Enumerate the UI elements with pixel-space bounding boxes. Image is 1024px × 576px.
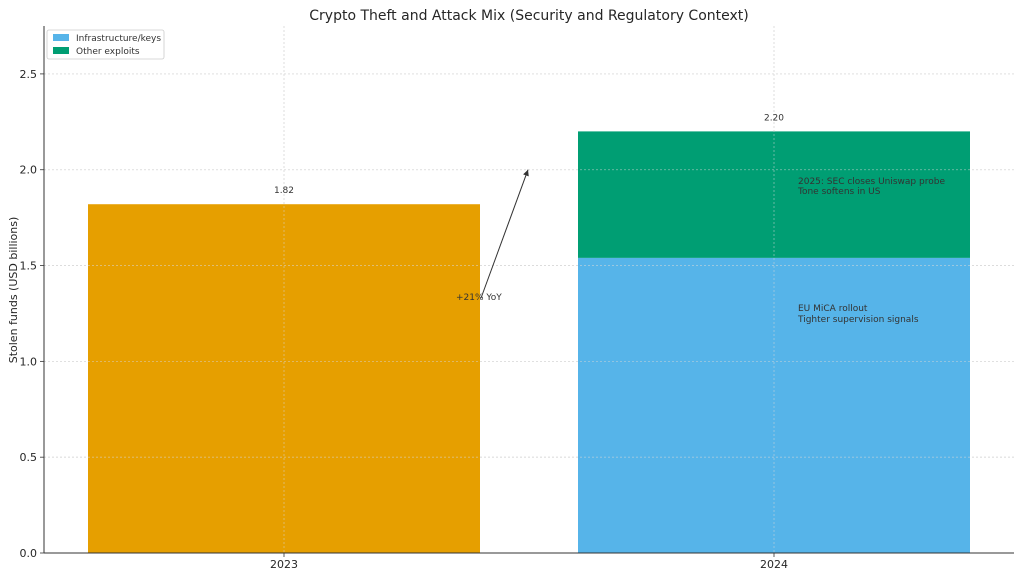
y-tick-label: 0.0: [20, 547, 38, 560]
x-tick-label-2024: 2024: [760, 558, 788, 571]
y-tick-label: 1.0: [20, 355, 38, 368]
sec-annotation-line1: 2025: SEC closes Uniswap probe: [798, 177, 945, 187]
yoy-arrow: [480, 169, 529, 299]
chart-title: Crypto Theft and Attack Mix (Security an…: [309, 8, 749, 24]
yoy-annotation: +21% YoY: [456, 169, 529, 303]
bar-total-label-2023: 1.82: [274, 186, 294, 196]
mica-annotation: EU MiCA rollout Tighter supervision sign…: [797, 304, 919, 325]
sec-annotation-line2: Tone softens in US: [797, 187, 881, 197]
axes-layer: 0.0 0.5 1.0 1.5 2.0 2.5 2023 2024: [20, 26, 1014, 571]
legend: Infrastructure/keys Other exploits: [46, 29, 165, 60]
yoy-label: +21% YoY: [456, 293, 502, 303]
bar-total-label-2024: 2.20: [764, 113, 784, 123]
y-tick-label: 2.5: [20, 68, 38, 81]
y-axis-label: Stolen funds (USD billions): [7, 217, 20, 364]
y-tick-label: 0.5: [20, 451, 38, 464]
legend-label-infrastructure: Infrastructure/keys: [76, 34, 161, 44]
labels-layer: 1.82 2.20: [274, 113, 784, 196]
y-tick-label: 2.0: [20, 164, 38, 177]
sec-annotation: 2025: SEC closes Uniswap probe Tone soft…: [797, 177, 945, 197]
legend-box: [46, 29, 165, 60]
legend-label-other-exploits: Other exploits: [76, 47, 140, 57]
mica-annotation-line2: Tighter supervision signals: [797, 315, 919, 325]
y-tick-label: 1.5: [20, 260, 38, 273]
legend-swatch-other-exploits: [53, 47, 69, 54]
x-tick-label-2023: 2023: [270, 558, 298, 571]
legend-swatch-infrastructure: [53, 34, 69, 41]
mica-annotation-line1: EU MiCA rollout: [798, 304, 868, 314]
yoy-arrowhead: [523, 169, 529, 177]
bars-layer: [44, 26, 1014, 554]
